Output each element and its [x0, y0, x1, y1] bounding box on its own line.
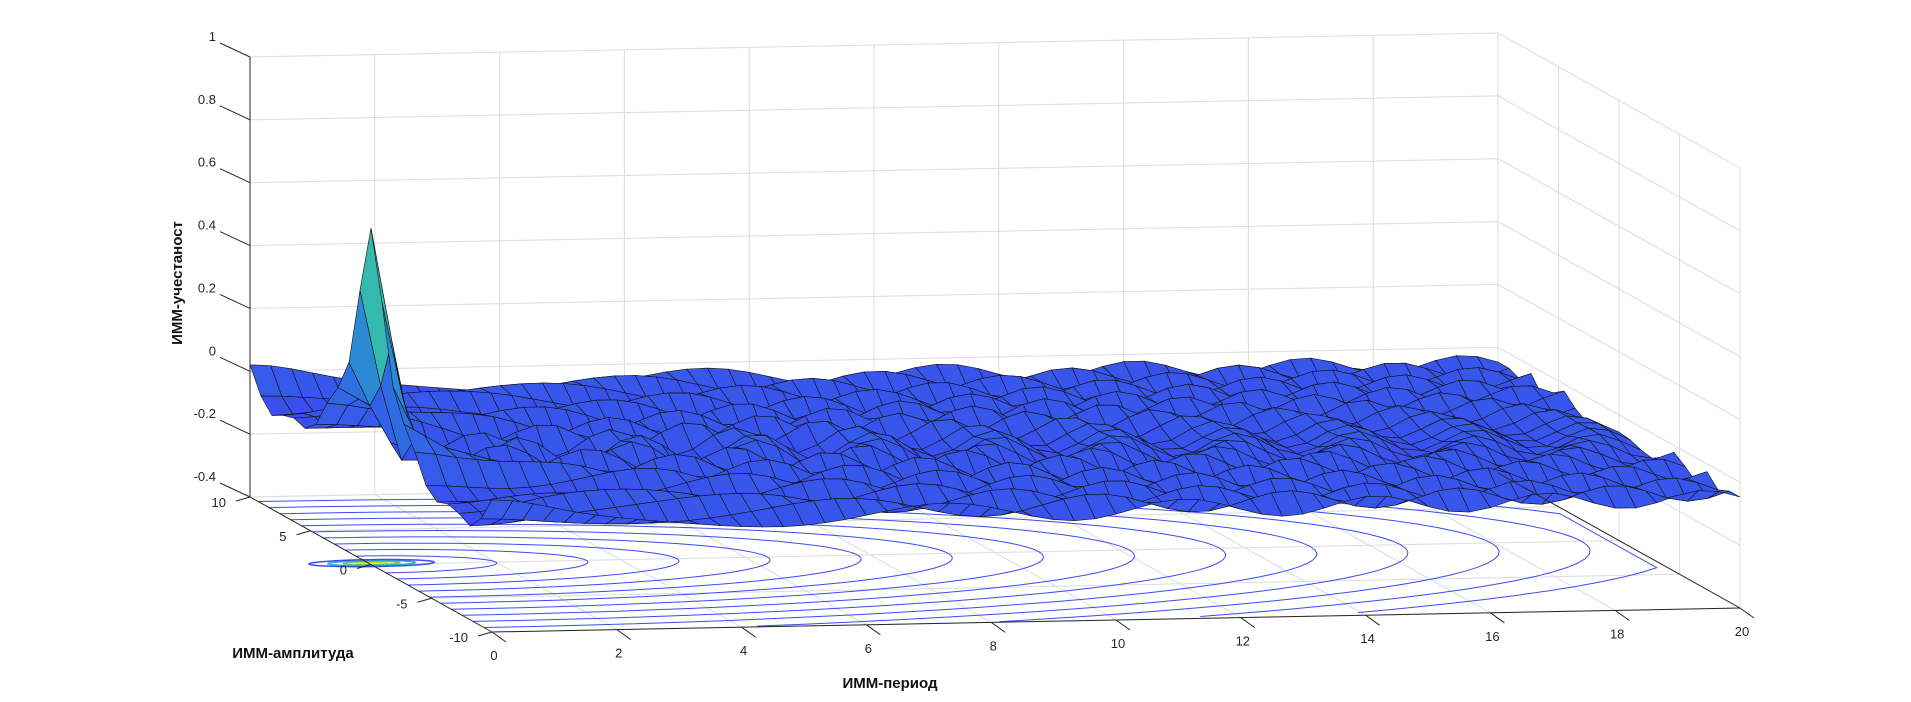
x-tick-label: 12	[1236, 634, 1250, 649]
x-axis-label: ИММ-период	[842, 675, 938, 692]
contour-line	[342, 560, 401, 566]
grid-line	[1497, 158, 1741, 295]
contour-line	[326, 559, 417, 567]
z-tick-label: 1	[209, 29, 216, 44]
surface-mesh	[249, 228, 1741, 528]
contour-line	[355, 555, 498, 574]
x-tick-label: 2	[615, 646, 622, 661]
tick-labels: 0 2 4 6 8 10 12 14 16 18 20 -10 -5 0 5 10 -0.4 -0.2 0 0.2 0.…	[194, 29, 1755, 663]
x-tick	[1739, 607, 1755, 619]
y-axis-label: ИММ-амплитуда	[232, 645, 354, 662]
grid-line	[249, 158, 1499, 184]
surface-face	[1708, 490, 1741, 499]
z-tick-label: 0.6	[198, 155, 216, 170]
x-tick	[1115, 619, 1131, 631]
contour-line	[308, 558, 436, 568]
y-tick-label: 5	[279, 529, 286, 544]
y-tick-label: -10	[449, 630, 468, 645]
x-tick	[741, 626, 756, 638]
contour-line	[345, 549, 589, 580]
x-tick-label: 8	[990, 638, 997, 653]
contour-line	[312, 529, 862, 598]
x-tick	[1614, 609, 1630, 621]
x-tick	[491, 631, 507, 643]
grid-line	[1497, 95, 1741, 232]
contour-line	[323, 536, 771, 592]
grid-line	[1497, 32, 1741, 169]
right-floor-line	[1497, 472, 1741, 609]
y-tick	[417, 597, 432, 603]
z-tick-label: 0.8	[198, 92, 216, 107]
grid-line	[249, 95, 1499, 121]
x-tick	[866, 624, 881, 636]
grid-line	[249, 221, 1499, 247]
z-tick	[219, 482, 251, 498]
axes-grid	[249, 32, 1741, 633]
contour-line	[301, 523, 953, 604]
z-tick-label: 0.4	[198, 218, 216, 233]
z-tick	[219, 42, 251, 58]
x-tick-label: 4	[740, 643, 747, 658]
x-tick	[1490, 612, 1505, 624]
z-tick	[219, 231, 251, 247]
x-tick-label: 6	[865, 641, 872, 656]
z-tick	[219, 105, 251, 121]
grid-line	[1497, 221, 1741, 358]
x-tick	[1240, 617, 1256, 629]
y-tick	[296, 530, 311, 536]
z-tick	[219, 293, 251, 309]
grid-line	[249, 32, 1499, 58]
x-tick	[990, 621, 1006, 633]
y-tick	[356, 564, 372, 569]
z-tick	[219, 356, 251, 372]
grid-line	[249, 346, 1499, 372]
x-tick-label: 0	[490, 648, 497, 663]
axes-frame	[249, 57, 1741, 633]
z-tick	[219, 419, 251, 435]
y-tick-label: 10	[212, 495, 226, 510]
y-tick-label: 0	[340, 563, 347, 578]
x-tick-label: 14	[1360, 631, 1374, 646]
grid-line	[1497, 346, 1741, 483]
x-tick-label: 10	[1111, 636, 1125, 651]
grid-line	[370, 540, 1620, 565]
z-tick-label: -0.2	[194, 406, 216, 421]
y-tick	[235, 496, 251, 502]
z-axis-label: ИММ-учестаност	[169, 221, 186, 345]
y-tick	[477, 631, 493, 637]
x-tick-label: 16	[1485, 629, 1499, 644]
grid-line	[249, 283, 1499, 309]
grid-line	[431, 573, 1680, 599]
contour-line	[334, 542, 680, 586]
z-tick	[219, 168, 251, 184]
z-tick-label: 0.2	[198, 280, 216, 295]
x-tick-label: 20	[1735, 624, 1749, 639]
x-tick-label: 18	[1610, 626, 1624, 641]
x-tick	[1365, 614, 1380, 626]
z-tick-label: 0	[209, 343, 216, 358]
z-tick-label: -0.4	[194, 469, 216, 484]
grid-line	[1497, 283, 1741, 420]
x-tick	[616, 629, 632, 641]
y-tick-label: -5	[396, 596, 408, 611]
grid-line	[310, 506, 1559, 532]
